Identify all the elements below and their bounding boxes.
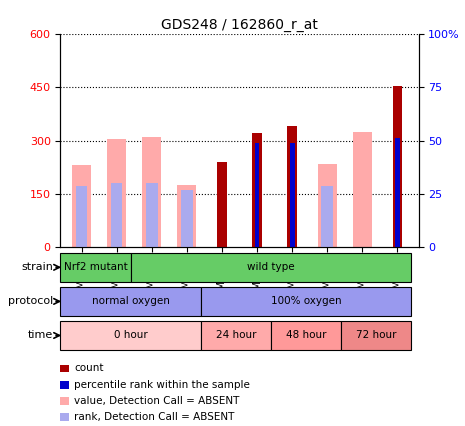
Text: wild type: wild type bbox=[247, 262, 295, 272]
Text: Nrf2 mutant: Nrf2 mutant bbox=[64, 262, 127, 272]
Text: percentile rank within the sample: percentile rank within the sample bbox=[74, 380, 250, 390]
Text: time: time bbox=[28, 331, 53, 340]
Bar bbox=[107, 139, 126, 247]
Bar bbox=[76, 187, 87, 247]
Text: 48 hour: 48 hour bbox=[286, 331, 326, 340]
Title: GDS248 / 162860_r_at: GDS248 / 162860_r_at bbox=[161, 17, 318, 32]
Bar bbox=[201, 321, 271, 350]
Bar bbox=[352, 132, 372, 247]
Text: 24 hour: 24 hour bbox=[216, 331, 256, 340]
Text: strain: strain bbox=[21, 262, 53, 272]
Text: 0 hour: 0 hour bbox=[114, 331, 147, 340]
Bar bbox=[181, 190, 193, 247]
Text: value, Detection Call = ABSENT: value, Detection Call = ABSENT bbox=[74, 396, 240, 406]
Bar bbox=[318, 164, 337, 247]
Bar bbox=[255, 143, 259, 247]
Bar bbox=[271, 321, 341, 350]
Text: count: count bbox=[74, 363, 104, 374]
Bar bbox=[217, 162, 227, 247]
Bar bbox=[392, 86, 402, 247]
Bar bbox=[142, 137, 161, 247]
Text: rank, Detection Call = ABSENT: rank, Detection Call = ABSENT bbox=[74, 412, 235, 422]
Text: 100% oxygen: 100% oxygen bbox=[271, 296, 341, 306]
Bar bbox=[341, 321, 412, 350]
Bar bbox=[72, 165, 91, 247]
Text: normal oxygen: normal oxygen bbox=[92, 296, 170, 306]
Text: 72 hour: 72 hour bbox=[356, 331, 397, 340]
Bar bbox=[60, 253, 131, 282]
Bar bbox=[60, 287, 201, 316]
Bar bbox=[290, 143, 294, 247]
Bar bbox=[201, 287, 412, 316]
Bar bbox=[131, 253, 412, 282]
Text: protocol: protocol bbox=[8, 296, 53, 306]
Bar bbox=[111, 183, 122, 247]
Bar bbox=[177, 185, 197, 247]
Bar bbox=[287, 127, 297, 247]
Bar bbox=[252, 133, 262, 247]
Bar bbox=[395, 138, 400, 247]
Bar bbox=[146, 183, 158, 247]
Bar bbox=[321, 187, 333, 247]
Bar bbox=[60, 321, 201, 350]
